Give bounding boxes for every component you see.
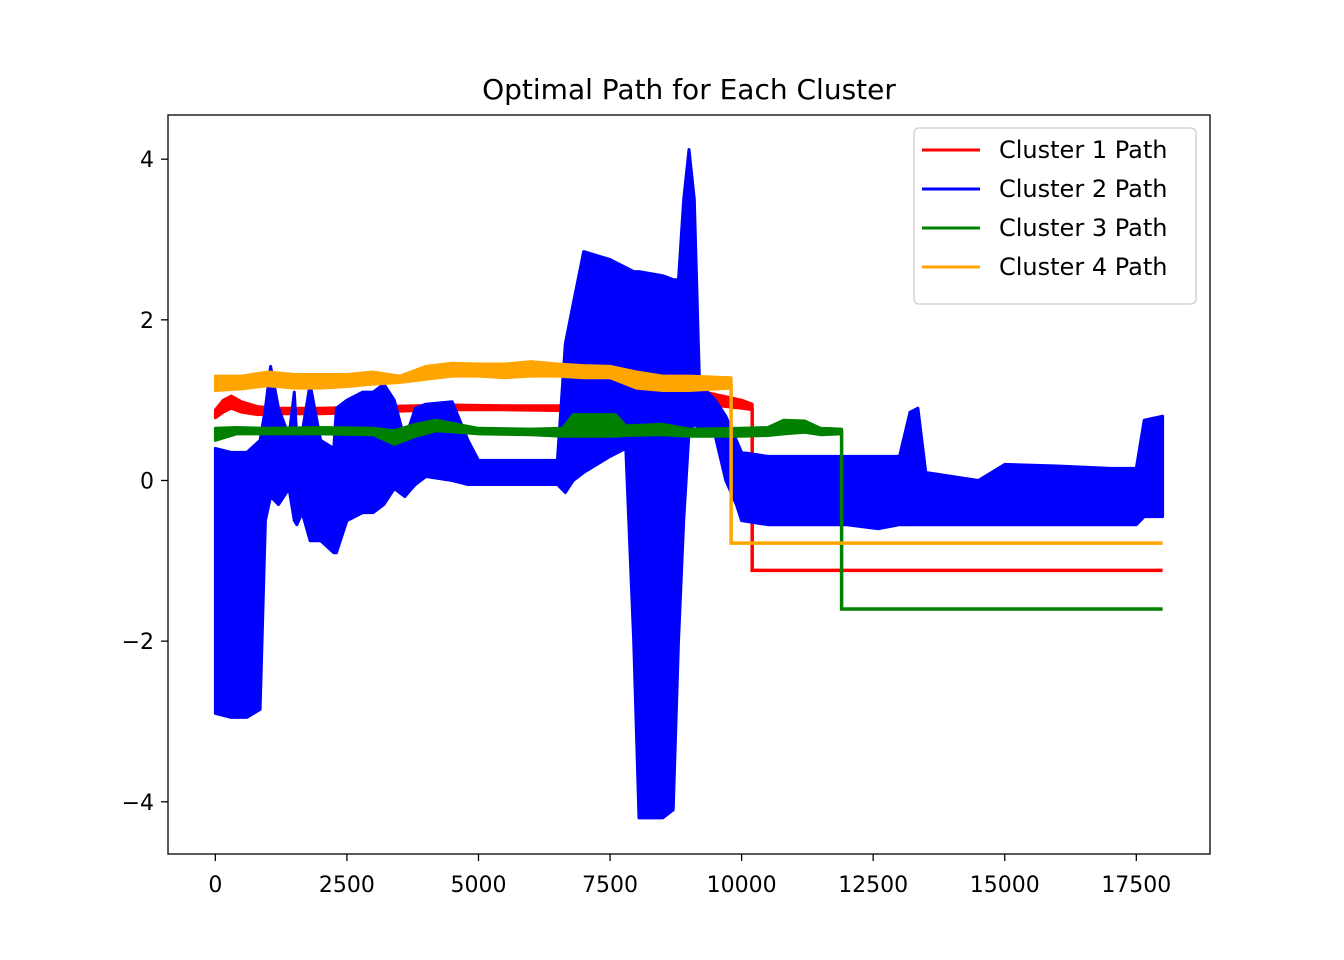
x-tick-label: 5000 (450, 873, 506, 898)
x-tick-label: 10000 (707, 873, 777, 898)
x-tick-label: 12500 (838, 873, 908, 898)
series-3-line (839, 430, 1163, 611)
y-tick-label: 4 (140, 148, 154, 173)
y-tick-label: 0 (140, 469, 154, 494)
legend-item: Cluster 1 Path (922, 136, 1167, 164)
plot-frame (167, 114, 1211, 855)
x-tick-label: 15000 (970, 873, 1040, 898)
x-axis: 0 2500 5000 7500 10000 12500 15000 17500 (208, 854, 1171, 898)
legend-item: Cluster 2 Path (922, 175, 1167, 203)
x-tick-label: 0 (208, 873, 222, 898)
chart-title: Optimal Path for Each Cluster (482, 73, 896, 106)
series-2-band (213, 148, 1165, 820)
series-4 (213, 360, 1163, 545)
legend-label: Cluster 4 Path (999, 253, 1167, 281)
y-tick-label: 2 (140, 309, 154, 334)
y-tick-label: −2 (122, 630, 154, 655)
y-tick-label: −4 (122, 791, 154, 816)
legend-frame (913, 127, 1197, 305)
legend-label: Cluster 2 Path (999, 175, 1167, 203)
series-layer (213, 148, 1165, 820)
x-tick-label: 2500 (319, 873, 375, 898)
y-axis: −4 −2 0 2 4 (122, 148, 168, 816)
legend-item: Cluster 3 Path (922, 214, 1167, 242)
legend: Cluster 1 Path Cluster 2 Path Cluster 3 Pa… (913, 127, 1197, 305)
x-tick-label: 17500 (1101, 873, 1171, 898)
legend-item: Cluster 4 Path (922, 253, 1167, 281)
x-tick-label: 7500 (582, 873, 638, 898)
series-3 (213, 413, 1163, 611)
series-2 (213, 148, 1165, 820)
legend-label: Cluster 3 Path (999, 214, 1167, 242)
series-4-line (729, 384, 1163, 545)
legend-label: Cluster 1 Path (999, 136, 1167, 164)
